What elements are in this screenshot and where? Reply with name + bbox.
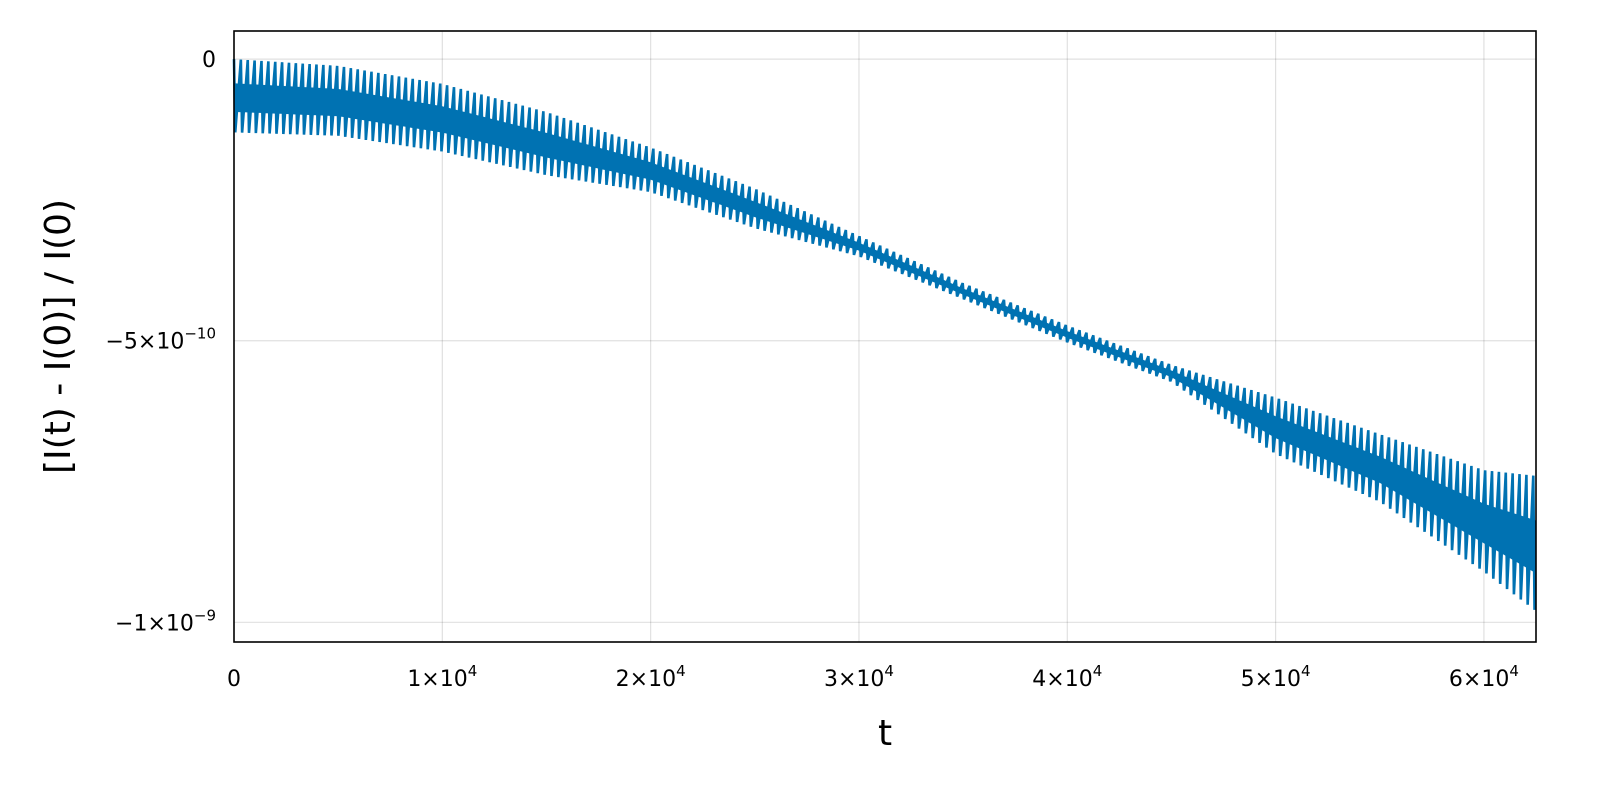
y-tick-label-1: −5×10−10 [105,325,216,355]
x-tick-label-4: 4×104 [1032,662,1102,692]
series-0-line [232,59,1536,610]
y-tick-labels: 0 −5×10−10 −1×10−9 [105,48,216,636]
y-axis-title: [I(t) - I(0)] / I(0) [38,199,79,474]
x-axis-title: t [878,713,892,754]
x-tick-label-3: 3×104 [824,662,894,692]
series-0-band [234,83,1536,574]
x-tick-label-1: 1×104 [407,662,477,692]
x-tick-label-6: 6×104 [1449,662,1519,692]
x-tick-label-5: 5×104 [1241,662,1311,692]
series-line [232,59,1536,610]
plot-frame [233,30,1537,643]
y-tick-label-0: 0 [202,48,216,73]
x-tick-label-0: 0 [227,667,241,692]
x-tick-label-2: 2×104 [616,662,686,692]
y-tick-label-2: −1×10−9 [115,606,216,636]
x-tick-labels: 0 1×104 2×104 3×104 4×104 5×104 6×104 [227,662,1519,692]
